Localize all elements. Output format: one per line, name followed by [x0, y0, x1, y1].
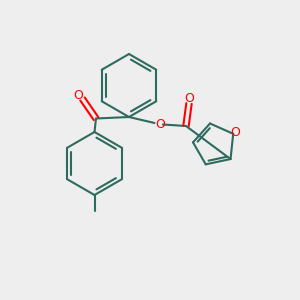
Text: O: O	[184, 92, 194, 106]
Text: O: O	[155, 118, 165, 131]
Text: O: O	[73, 89, 83, 103]
Text: O: O	[230, 126, 240, 139]
